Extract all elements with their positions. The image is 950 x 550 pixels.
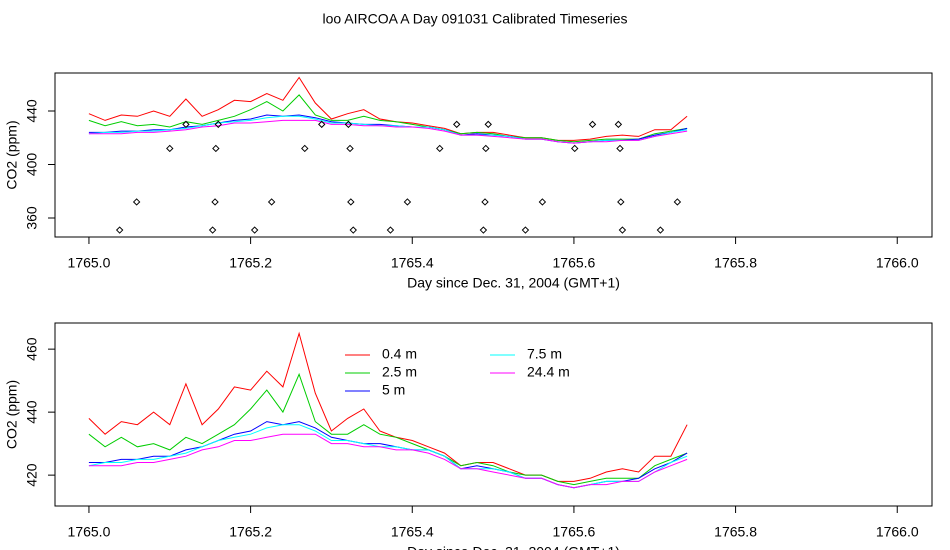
x-tick-label: 1765.2	[229, 255, 272, 271]
series-line	[88, 372, 688, 486]
series-line	[88, 76, 688, 141]
y-tick-label: 440	[24, 400, 40, 424]
data-point	[346, 144, 354, 153]
x-tick-label: 1765.0	[68, 524, 111, 540]
data-point	[267, 198, 276, 206]
y-axis-label: CO2 (ppm)	[4, 120, 20, 189]
legend-label: 5 m	[382, 382, 405, 398]
figure-title: loo AIRCOA A Day 091031 Calibrated Times…	[322, 11, 627, 27]
plot-frame	[54, 322, 933, 507]
data-point	[347, 198, 355, 206]
data-point	[656, 226, 665, 234]
x-tick-label: 1765.8	[714, 524, 757, 540]
x-tick-label: 1766.0	[876, 255, 919, 271]
data-point	[211, 198, 219, 206]
series-line	[88, 119, 688, 144]
data-point	[571, 144, 579, 153]
data-point	[479, 226, 488, 234]
data-point	[481, 198, 489, 206]
y-axis-label: CO2 (ppm)	[4, 380, 20, 449]
data-point	[614, 120, 623, 129]
legend-label: 7.5 m	[527, 346, 562, 362]
data-point	[616, 144, 624, 153]
panel: 1765.0 1765.2 1765.4 1765.6 1765.8 1766.0 360 4…	[4, 72, 933, 291]
x-tick-label: 1765.8	[714, 255, 757, 271]
data-point	[482, 144, 490, 153]
data-point	[132, 198, 141, 206]
y-tick-label: 360	[24, 206, 40, 230]
data-point	[349, 226, 357, 234]
data-point	[386, 226, 395, 234]
y-tick-label: 420	[24, 463, 40, 487]
legend: 0.4 m 2.5 m 5 m 7.5 m 24.4 m	[345, 346, 570, 398]
data-point	[250, 226, 259, 234]
series-line	[88, 433, 688, 489]
series-line	[88, 94, 688, 143]
legend-label: 0.4 m	[382, 346, 417, 362]
x-tick-label: 1765.6	[553, 255, 596, 271]
data-point	[208, 226, 217, 234]
data-point	[618, 226, 627, 234]
x-axis-label: Day since Dec. 31, 2004 (GMT+1)	[407, 544, 620, 550]
y-tick-label: 460	[24, 337, 40, 361]
x-tick-label: 1766.0	[876, 524, 919, 540]
data-point	[484, 120, 492, 129]
data-point	[436, 144, 444, 153]
series-line	[88, 331, 688, 482]
plot-frame	[54, 72, 933, 238]
panel: 1765.0 1765.2 1765.4 1765.6 1765.8 1766.0 420 4…	[4, 322, 933, 550]
legend-label: 24.4 m	[527, 364, 570, 380]
y-tick-label: 440	[24, 99, 40, 123]
x-tick-label: 1765.0	[68, 255, 111, 271]
x-tick-label: 1765.4	[391, 255, 434, 271]
data-point	[318, 120, 326, 129]
x-tick-label: 1765.2	[229, 524, 272, 540]
data-point	[344, 120, 353, 129]
x-axis-label: Day since Dec. 31, 2004 (GMT+1)	[407, 275, 620, 291]
x-tick-label: 1765.6	[553, 524, 596, 540]
data-point	[521, 226, 530, 234]
data-point	[453, 120, 461, 129]
data-point	[403, 198, 412, 206]
data-point	[301, 144, 309, 153]
data-point	[115, 226, 124, 234]
y-tick-label: 400	[24, 153, 40, 177]
data-point	[166, 144, 174, 153]
data-point	[212, 144, 220, 153]
data-point	[214, 120, 222, 129]
data-point	[588, 120, 597, 129]
data-point	[538, 198, 547, 206]
data-point	[617, 198, 625, 206]
legend-label: 2.5 m	[382, 364, 417, 380]
data-point	[673, 198, 682, 206]
data-point	[182, 120, 190, 129]
x-tick-label: 1765.4	[391, 524, 434, 540]
